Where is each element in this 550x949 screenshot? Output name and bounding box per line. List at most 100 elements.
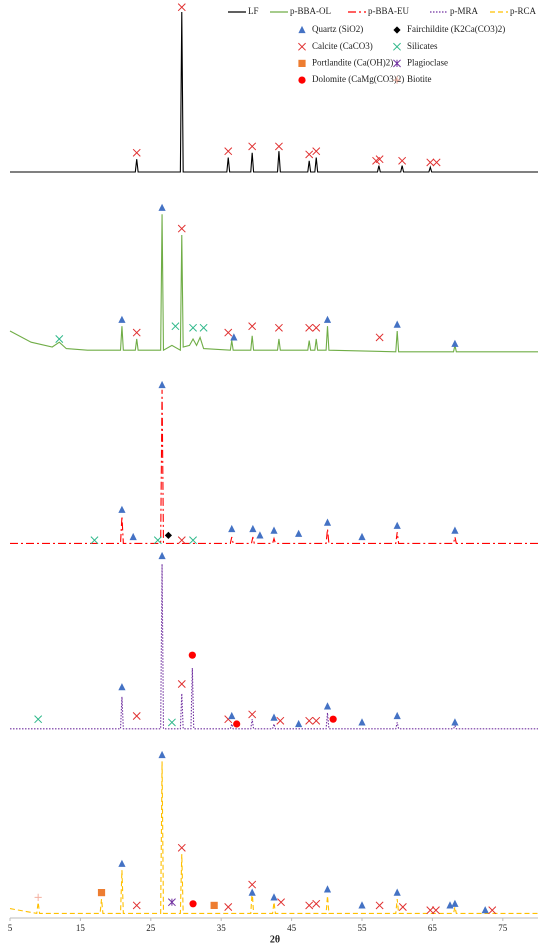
x-tick-label: 15	[76, 923, 86, 933]
marker-triangle	[323, 885, 332, 893]
marker-x	[305, 323, 314, 332]
marker-triangle	[270, 713, 278, 721]
marker-x	[398, 156, 407, 165]
marker-circle	[188, 651, 196, 659]
marker-x	[277, 898, 285, 907]
legend-label: LF	[248, 6, 259, 16]
marker-triangle	[393, 521, 401, 529]
legend-label: p-BBA-OL	[290, 6, 331, 16]
marker-triangle	[256, 531, 264, 539]
marker-x	[55, 335, 64, 343]
legend-label: p-RCA	[510, 6, 537, 16]
marker-x	[189, 536, 197, 545]
legend-label: Portlandite (Ca(OH)2)	[312, 57, 393, 67]
marker-circle	[189, 900, 197, 908]
marker-x	[171, 322, 180, 331]
marker-triangle	[158, 203, 166, 211]
x-tick-label: 75	[498, 923, 508, 933]
marker-x	[274, 323, 283, 332]
series-line	[10, 11, 538, 173]
marker-circle	[329, 715, 337, 723]
series-line	[9, 214, 538, 353]
marker-triangle	[451, 526, 459, 534]
marker-triangle	[158, 551, 166, 560]
marker-x	[167, 718, 176, 727]
marker-triangle	[481, 906, 489, 914]
marker-x	[224, 147, 233, 156]
legend-label: p-BBA-EU	[368, 6, 409, 16]
marker-plus	[393, 76, 401, 84]
marker-triangle	[358, 532, 366, 541]
legend-label: Fairchildite (K2Ca(CO3)2)	[407, 24, 505, 34]
marker-x	[199, 323, 208, 332]
marker-triangle	[295, 719, 303, 728]
marker-x	[426, 906, 435, 915]
marker-triangle	[118, 505, 126, 513]
marker-triangle	[451, 718, 459, 726]
marker-x	[132, 328, 141, 337]
marker-star	[393, 59, 401, 68]
marker-plus	[34, 893, 42, 901]
marker-x	[248, 880, 257, 889]
marker-triangle	[323, 315, 332, 323]
marker-triangle	[393, 888, 401, 896]
series-line	[10, 563, 538, 730]
marker-x	[398, 903, 407, 911]
marker-x	[312, 147, 321, 156]
marker-x	[189, 323, 197, 332]
marker-x	[431, 906, 440, 915]
legend-label: Silicates	[407, 41, 438, 51]
marker-x	[177, 680, 186, 688]
legend-label: Biotite	[407, 74, 432, 84]
marker-triangle	[118, 859, 126, 867]
x-tick-label: 55	[358, 923, 368, 933]
marker-x	[224, 903, 233, 911]
marker-triangle	[358, 718, 366, 726]
marker-triangle	[270, 526, 278, 534]
marker-x	[426, 158, 435, 167]
marker-triangle	[393, 320, 401, 328]
marker-triangle	[118, 683, 126, 691]
marker-x	[248, 142, 257, 151]
marker-square	[298, 59, 306, 67]
marker-x	[312, 899, 321, 908]
marker-x	[312, 716, 321, 725]
x-tick-label: 65	[428, 923, 438, 933]
marker-triangle	[228, 524, 236, 533]
marker-x	[90, 536, 99, 545]
marker-x	[34, 715, 43, 724]
x-axis-label: 2θ	[270, 934, 280, 945]
marker-x	[375, 901, 384, 910]
legend-label: Quartz (SiO2)	[312, 24, 363, 34]
marker-triangle	[270, 893, 278, 901]
marker-x	[276, 716, 285, 725]
legend-label: p-MRA	[450, 6, 479, 16]
marker-x	[248, 322, 257, 331]
x-tick-label: 5	[8, 923, 13, 933]
marker-triangle	[118, 315, 126, 323]
marker-x	[305, 716, 314, 725]
marker-circle	[298, 76, 306, 84]
x-tick-label: 45	[287, 923, 297, 933]
marker-x	[375, 155, 384, 164]
marker-diamond	[393, 26, 401, 34]
x-tick-label: 35	[217, 923, 227, 933]
legend-label: Calcite (CaCO3)	[312, 41, 373, 51]
marker-x	[132, 148, 141, 157]
marker-square	[210, 901, 218, 909]
marker-triangle	[295, 529, 303, 537]
marker-triangle	[298, 25, 306, 34]
marker-x	[305, 901, 314, 910]
marker-x	[224, 328, 233, 337]
legend-label: Dolomite (CaMg(CO3)2)	[312, 74, 404, 84]
marker-x	[375, 333, 384, 342]
marker-x	[248, 710, 257, 719]
marker-triangle	[129, 532, 137, 541]
marker-star	[167, 898, 176, 907]
legend-label: Plagioclase	[407, 57, 448, 67]
series-line	[10, 389, 538, 544]
marker-x	[393, 42, 401, 51]
marker-x	[298, 42, 306, 51]
marker-x	[488, 906, 497, 915]
